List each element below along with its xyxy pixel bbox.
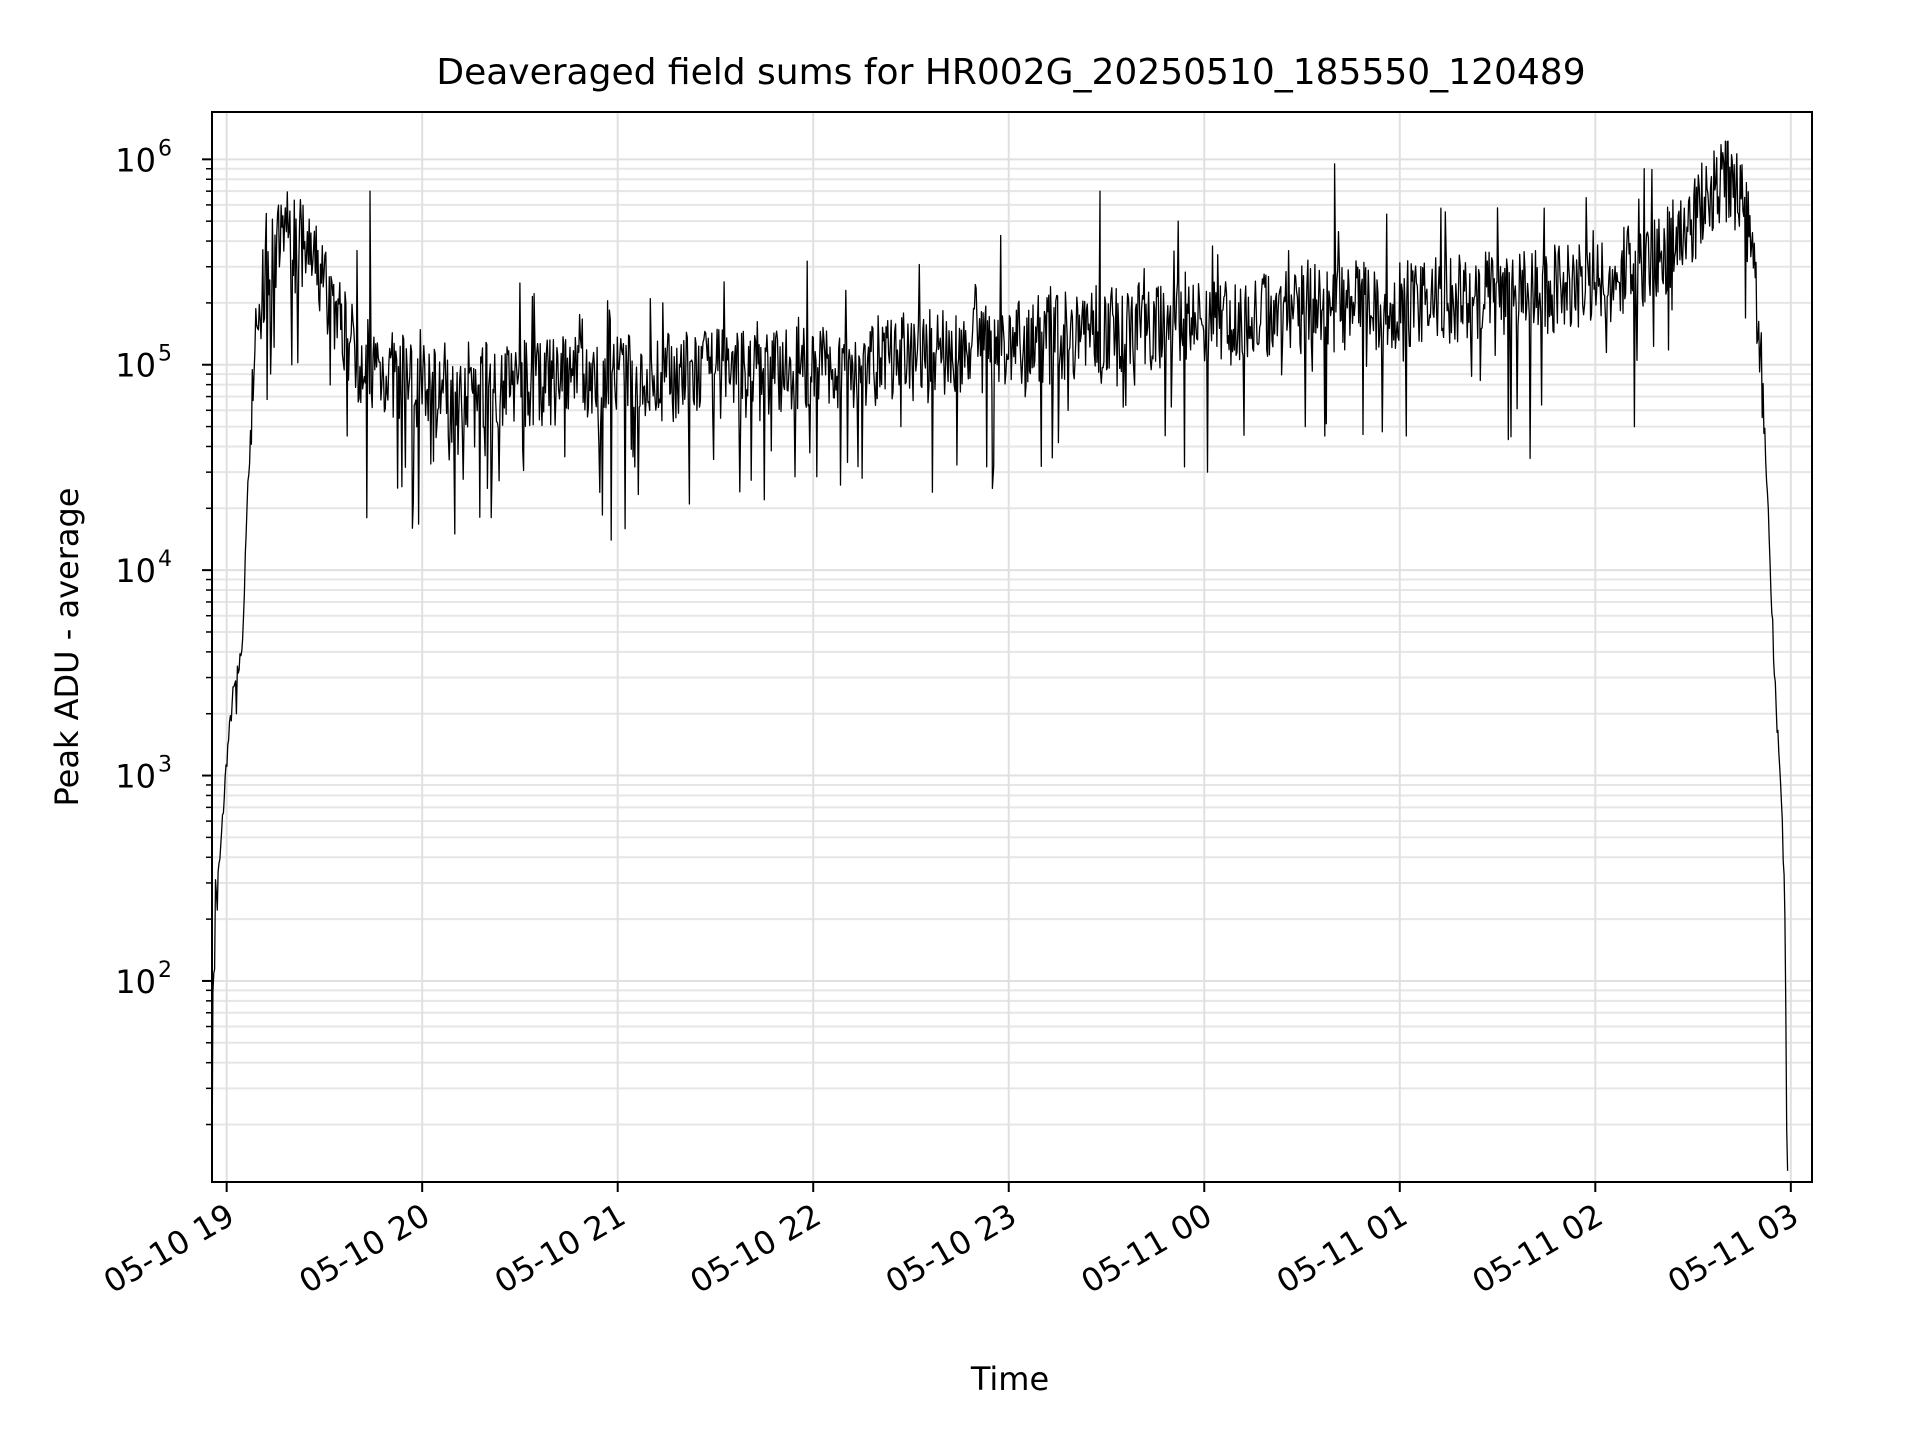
y-tick-label: 10 [115, 963, 156, 1001]
series-line [211, 140, 1789, 1183]
y-tick-exponent: 5 [158, 342, 172, 367]
y-axis-label: Peak ADU - average [48, 488, 86, 807]
y-tick-label: 10 [115, 347, 156, 385]
y-tick-exponent: 3 [158, 753, 172, 778]
grid [212, 112, 1812, 1182]
data-series [211, 140, 1789, 1183]
y-tick-label: 10 [115, 141, 156, 179]
y-tick-exponent: 2 [158, 958, 172, 983]
chart-title: Deaveraged field sums for HR002G_2025051… [436, 52, 1585, 93]
y-tick-label: 10 [115, 758, 156, 796]
y-tick-exponent: 6 [158, 136, 172, 161]
x-axis-label: Time [970, 1360, 1049, 1398]
plot-frame [211, 111, 1813, 1183]
y-tick-label: 10 [115, 552, 156, 590]
y-tick-exponent: 4 [158, 547, 172, 572]
